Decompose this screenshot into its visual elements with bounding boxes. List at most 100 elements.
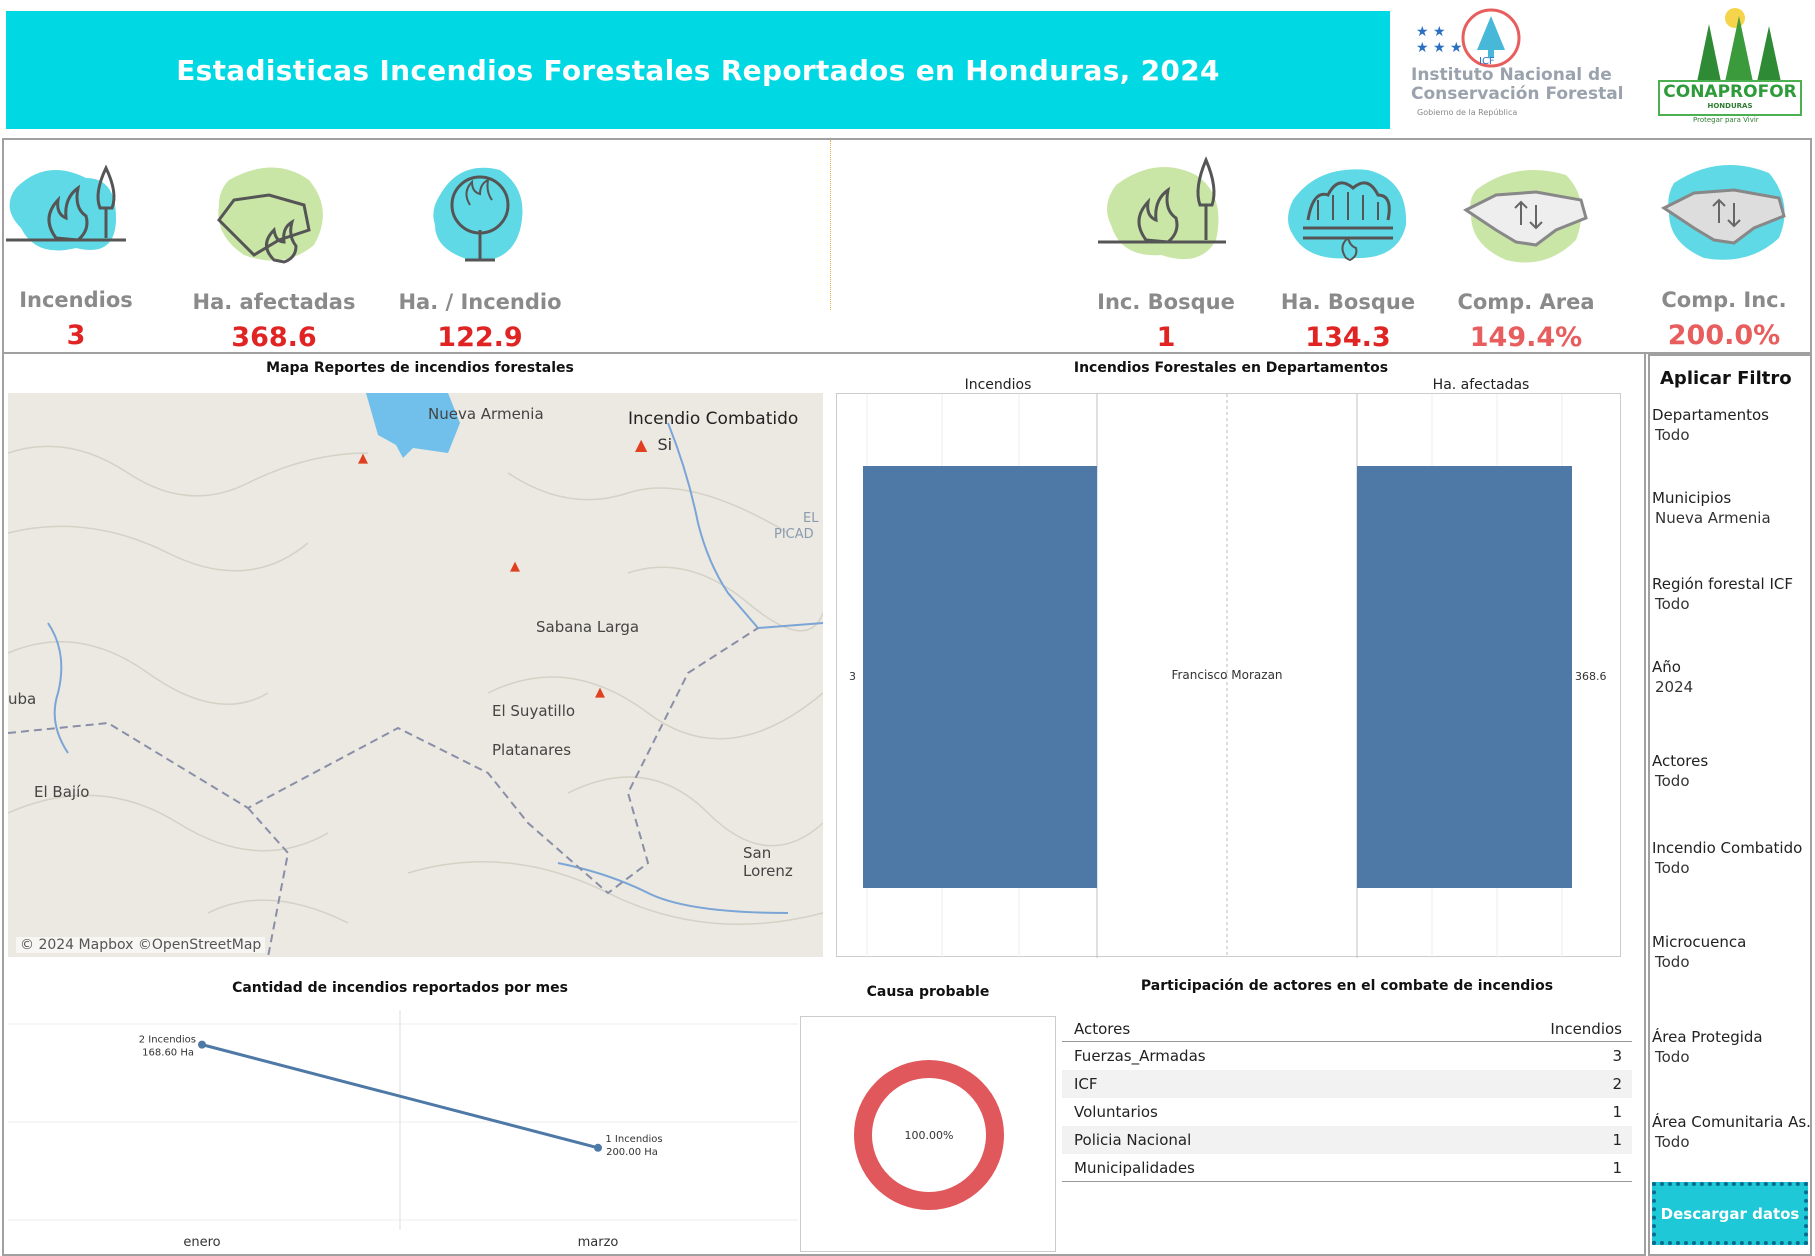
conaprofor-tagline: Protegar para Vivir [1693,116,1759,124]
fire-marker-icon[interactable]: ▲ [510,559,520,574]
filter-label: Área Comunitaria As.. [1652,1113,1810,1131]
kpi-value: 134.3 [1305,322,1391,353]
map-compare-icon [1463,170,1588,263]
filter-anio[interactable]: Año 2024 [1650,658,1810,696]
kpi-value: 200.0% [1667,320,1781,351]
map-place-label: uba [8,690,37,708]
filter-value[interactable]: Todo [1655,859,1690,877]
fire-and-tree-icon [6,164,126,251]
filter-value[interactable]: Nueva Armenia [1655,509,1771,527]
kpi-label: Comp. Inc. [1661,288,1787,312]
kpi-label: Incendios [19,288,133,312]
logos-area: ★ ★ ★ ★ ★ ICF Instituto Nacional de Cons… [1405,4,1813,124]
fire-marker-icon[interactable]: ▲ [358,451,368,466]
table-row[interactable]: ICF 2 [1062,1070,1632,1098]
filter-value[interactable]: Todo [1655,772,1690,790]
conaprofor-country: HONDURAS [1707,102,1753,110]
filter-value[interactable]: Todo [1655,1133,1690,1151]
page-title: Estadisticas Incendios Forestales Report… [176,53,1220,87]
actor-name: Voluntarios [1074,1103,1158,1121]
conaprofor-trees-logo [1697,8,1781,82]
bar-chart-title: Incendios Forestales en Departamentos [1073,360,1389,376]
kpi-value: 368.6 [231,322,317,353]
filter-value[interactable]: Todo [1655,1048,1690,1066]
main-panel [2,354,1646,1256]
svg-text:ICF: ICF [1479,56,1495,67]
download-data-button[interactable]: Descargar datos [1652,1182,1808,1245]
filter-microcuenca[interactable]: Microcuenca Todo [1650,933,1810,971]
kpi-label: Ha. afectadas [192,290,356,314]
icf-gov-label: Gobierno de la República [1417,108,1518,117]
filter-label: Área Protegida [1652,1028,1763,1046]
filter-label: Incendio Combatido [1652,839,1803,857]
bar-category-label: Francisco Morazan [1171,668,1283,682]
column-header-actores: Actores [1074,1020,1131,1038]
svg-text:★ ★ ★: ★ ★ ★ [1416,40,1463,56]
map-title: Mapa Reportes de incendios forestales [266,360,574,376]
map-place-label: Sabana Larga [536,618,640,636]
filter-departamentos[interactable]: Departamentos Todo [1650,406,1810,444]
map-legend-item[interactable]: ▲ Si [635,435,672,454]
kpi-label: Ha. Bosque [1280,290,1416,314]
column-header-incendios: Incendios [1550,1020,1622,1038]
filter-value[interactable]: 2024 [1655,678,1694,696]
bar-ha-afectadas[interactable] [1357,466,1572,888]
map-place-label: El Bajío [34,783,90,801]
map-place-label: El Suyatillo [492,702,576,720]
line-point-label: 200.00 Ha [606,1147,658,1158]
donut-chart-frame: 100.00% [800,1016,1056,1252]
actor-name: Policia Nacional [1074,1131,1192,1149]
map-legend-label: Si [657,435,673,454]
line-series [201,1043,599,1150]
kpi-strip: Incendios 3 Ha. afectadas 368.6 Ha. / In… [2,138,1812,354]
kpi-value: 1 [1156,322,1176,353]
filter-label: Año [1652,658,1681,676]
filter-incendio-combatido[interactable]: Incendio Combatido Todo [1650,839,1810,877]
donut-title: Causa probable [866,984,990,1000]
table-row[interactable]: Policia Nacional 1 [1062,1126,1632,1154]
actor-name: Municipalidades [1074,1159,1195,1177]
line-point[interactable] [198,1040,206,1049]
bar-value-label: 3 [849,670,856,683]
line-point[interactable] [594,1143,602,1152]
filter-region-forestal[interactable]: Región forestal ICF Todo [1650,575,1810,613]
conaprofor-label: CONAPROFOR [1663,82,1797,102]
actors-title: Participación de actores en el combate d… [1140,978,1554,994]
line-chart-title: Cantidad de incendios reportados por mes [232,980,568,996]
donut-label: 100.00% [905,1129,954,1142]
table-row[interactable]: Fuerzas_Armadas 3 [1062,1042,1632,1070]
icf-name-line1: Instituto Nacional de [1411,65,1612,85]
filter-value[interactable]: Todo [1655,953,1690,971]
fire-map[interactable]: Nueva Armenia Sabana Larga El Suyatillo … [8,393,823,957]
filter-value[interactable]: Todo [1655,426,1690,444]
kpi-divider [830,140,831,310]
line-point-label: 168.60 Ha [142,1048,194,1059]
icf-name-line2: Conservación Forestal [1411,84,1624,104]
map-terrain [8,393,823,957]
filter-label: Región forestal ICF [1652,575,1793,593]
line-x-tick: enero [183,1235,220,1250]
conaprofor-name: CONAPROFOR HONDURAS [1658,80,1802,116]
table-row[interactable]: Voluntarios 1 [1062,1098,1632,1126]
filter-municipios[interactable]: Municipios Nueva Armenia [1650,489,1810,527]
bar-incendios[interactable] [863,466,1097,888]
icf-name: Instituto Nacional de Conservación Fores… [1411,66,1624,104]
line-point-label: 1 Incendios [605,1134,662,1145]
filter-value[interactable]: Todo [1655,595,1690,613]
table-header: Actores Incendios [1062,1018,1632,1042]
filter-actores[interactable]: Actores Todo [1650,752,1810,790]
burning-tree-icon [433,167,523,262]
map-compare-icon [1661,165,1786,260]
kpi-label: Comp. Area [1457,290,1595,314]
actor-name: Fuerzas_Armadas [1074,1047,1206,1065]
donut-slice[interactable] [854,1060,1004,1210]
filter-area-comunitaria[interactable]: Área Comunitaria As.. Todo [1650,1113,1810,1151]
line-point-label: 2 Incendios [139,1035,196,1046]
kpi-label: Ha. / Incendio [398,290,562,314]
filter-area-protegida[interactable]: Área Protegida Todo [1650,1028,1810,1066]
map-attribution[interactable]: © 2024 Mapbox ©OpenStreetMap [16,937,266,953]
fire-marker-icon[interactable]: ▲ [595,685,605,700]
filter-label: Actores [1652,752,1709,770]
table-row[interactable]: Municipalidades 1 [1062,1154,1632,1182]
actor-value: 1 [1612,1159,1622,1177]
